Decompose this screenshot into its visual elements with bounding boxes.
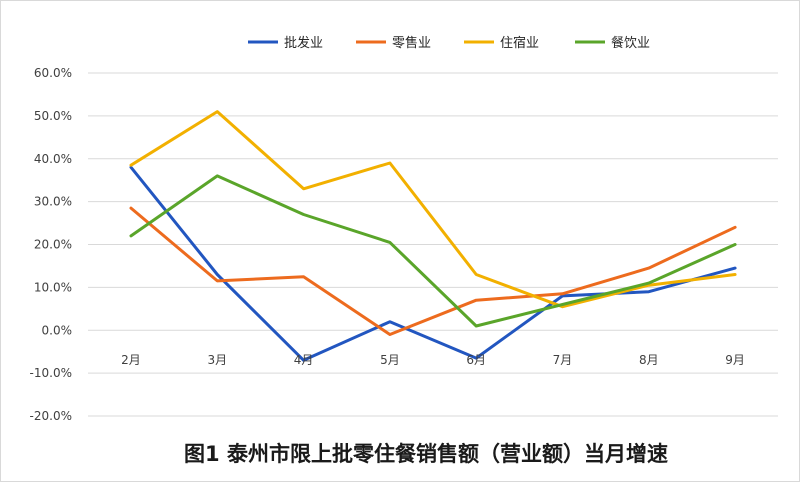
series-line [129,206,737,336]
y-tick-label: -10.0% [30,366,72,380]
x-tick-label: 3月 [207,353,227,367]
series-line [129,165,737,362]
legend-label: 零售业 [392,35,431,51]
x-tick-label: 7月 [553,353,573,367]
y-tick-label: 50.0% [34,109,72,123]
x-tick-label: 5月 [380,353,400,367]
chart-title: 图1 泰州市限上批零住餐销售额（营业额）当月增速 [184,442,668,466]
x-tick-label: 4月 [294,353,314,367]
y-tick-label: 30.0% [34,195,72,209]
legend: 批发业 零售业 住宿业 餐饮业 [248,35,650,51]
y-tick-label: 60.0% [34,66,72,80]
legend-label: 餐饮业 [611,35,650,51]
series-lines [129,110,737,362]
y-tick-label: 20.0% [34,238,72,252]
x-tick-label: 9月 [725,353,745,367]
y-tick-label: 40.0% [34,152,72,166]
x-tick-label: 2月 [121,353,141,367]
series-line [129,110,737,309]
legend-label: 住宿业 [500,35,539,51]
y-tick-label: 0.0% [42,323,73,337]
y-axis-tick-labels: 60.0% 50.0% 40.0% 30.0% 20.0% 10.0% 0.0% -10.0%… [30,66,72,423]
y-tick-label: -20.0% [30,409,72,423]
x-tick-label: 8月 [639,353,659,367]
series-line [129,174,737,328]
y-tick-label: 10.0% [34,280,72,294]
legend-label: 批发业 [284,35,323,51]
x-axis-tick-labels: 2月 3月 4月 5月 6月 7月 8月 9月 [121,353,745,367]
x-tick-label: 6月 [466,353,486,367]
